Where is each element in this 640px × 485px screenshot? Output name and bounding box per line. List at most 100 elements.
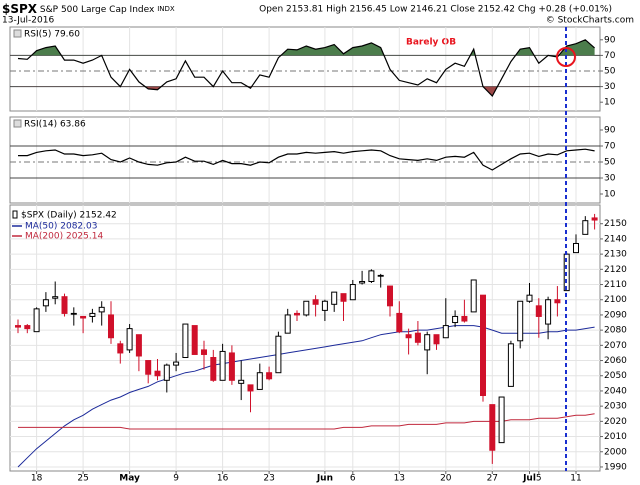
symbol: $SPX <box>2 2 38 16</box>
candle-body <box>126 328 133 351</box>
candle-body <box>15 325 21 328</box>
candle-body <box>98 306 105 313</box>
panel-title: RSI(5) 79.60 <box>24 30 80 40</box>
y-tick-label: 2080 <box>604 326 627 336</box>
candle-body <box>396 312 403 333</box>
candle-body <box>275 335 282 374</box>
candle-body <box>321 300 328 311</box>
y-tick-label: 50 <box>604 158 616 168</box>
candle-body <box>117 343 124 354</box>
y-tick-label: 2140 <box>604 234 627 244</box>
x-tick-label: 9 <box>173 474 179 484</box>
candle-body <box>238 379 245 384</box>
panel-frame <box>9 204 601 472</box>
candle-body <box>256 372 263 390</box>
x-tick-label: 13 <box>394 474 405 484</box>
candle-body <box>135 334 142 357</box>
candle-body <box>591 217 598 221</box>
y-tick-label: 2010 <box>604 432 627 442</box>
candle-body <box>145 360 152 375</box>
candle-body <box>340 293 347 302</box>
x-tick-label: 23 <box>263 474 274 484</box>
candle-body <box>507 343 514 387</box>
candle-body <box>498 396 505 444</box>
candle-body <box>201 349 207 355</box>
candle-body <box>526 294 533 302</box>
y-tick-label: 30 <box>604 174 616 184</box>
candle-body <box>42 299 49 307</box>
candle-body <box>303 300 310 316</box>
x-tick-label: May <box>119 474 140 484</box>
legend-entry: MA(50) 2082.03 <box>25 222 97 232</box>
candle-body <box>228 352 235 381</box>
x-tick-label: 18 <box>31 474 43 484</box>
header-title: $SPX S&P 500 Large Cap Index INDX <box>2 2 175 16</box>
y-tick-label: 2150 <box>604 219 627 229</box>
x-tick-label: 16 <box>217 474 229 484</box>
panel-icon <box>13 119 22 128</box>
x-tick-label: 5 <box>536 474 542 484</box>
x-tick-label: 27 <box>487 474 498 484</box>
candle-body <box>405 334 412 339</box>
panel-icon <box>13 29 22 38</box>
candle-body <box>582 220 589 235</box>
date: 13-Jul-2016 <box>2 16 54 26</box>
exchange: INDX <box>157 5 175 13</box>
candle-body <box>442 325 449 339</box>
candle-body <box>294 312 300 316</box>
ma-line <box>18 413 595 430</box>
candle-body <box>247 384 254 392</box>
x-tick-label: 11 <box>570 474 581 484</box>
candle-body <box>80 315 87 319</box>
x-tick-label: Jun <box>316 474 333 484</box>
candle-body <box>52 296 59 299</box>
panel-title: RSI(14) 63.86 <box>24 120 86 130</box>
y-tick-label: 1990 <box>604 462 627 472</box>
plot-layer: 90 70 50 30 10 RSI(5) 79.60 90 70 50 30 10 RSI(14) … <box>10 27 627 484</box>
y-tick-label: 10 <box>604 190 616 200</box>
panel-frame <box>9 116 601 204</box>
candle-body <box>368 270 375 282</box>
y-tick-label: 2110 <box>604 280 627 290</box>
candle-body <box>433 334 440 345</box>
candle-body <box>108 314 114 339</box>
candle-body <box>480 294 486 397</box>
candle-body <box>461 315 468 322</box>
x-tick-label: Jul <box>522 474 536 484</box>
overbought-fill <box>18 146 595 170</box>
candle-body <box>163 364 170 381</box>
candle-body <box>191 325 198 355</box>
quote: Open 2153.81 High 2156.45 Low 2146.21 Cl… <box>259 5 612 15</box>
y-tick-label: 2090 <box>604 310 627 320</box>
candle-body <box>284 314 291 334</box>
overbought-fill <box>31 39 595 56</box>
candle-body <box>70 312 77 315</box>
y-tick-label: 50 <box>604 67 616 77</box>
y-tick-label: 2040 <box>604 386 627 396</box>
rsi-line <box>18 148 595 171</box>
legend-entry: MA(200) 2025.14 <box>25 232 103 242</box>
candle-body <box>359 280 366 284</box>
credit: © StockCharts.com <box>546 16 634 26</box>
y-tick-label: 2070 <box>604 341 627 351</box>
candle-body <box>331 291 338 305</box>
y-tick-label: 2100 <box>604 295 627 305</box>
annotation: Barely OB <box>406 38 456 48</box>
y-tick-label: 30 <box>604 82 616 92</box>
rsi-line <box>17 39 595 97</box>
candle-body <box>182 323 189 359</box>
candle-body <box>61 296 68 314</box>
highlight-circle <box>556 47 576 67</box>
y-tick-label: 90 <box>604 35 616 45</box>
y-tick-label: 2130 <box>604 250 627 260</box>
candle-body <box>554 299 561 304</box>
candle-body <box>33 308 40 333</box>
y-tick-label: 2060 <box>604 356 627 366</box>
candle-body <box>312 299 319 305</box>
legend-entry: $SPX (Daily) 2152.42 <box>21 211 117 221</box>
candle-body <box>424 334 431 351</box>
candle-body <box>387 285 393 307</box>
candle-body <box>173 361 180 366</box>
candle-body <box>154 370 161 377</box>
